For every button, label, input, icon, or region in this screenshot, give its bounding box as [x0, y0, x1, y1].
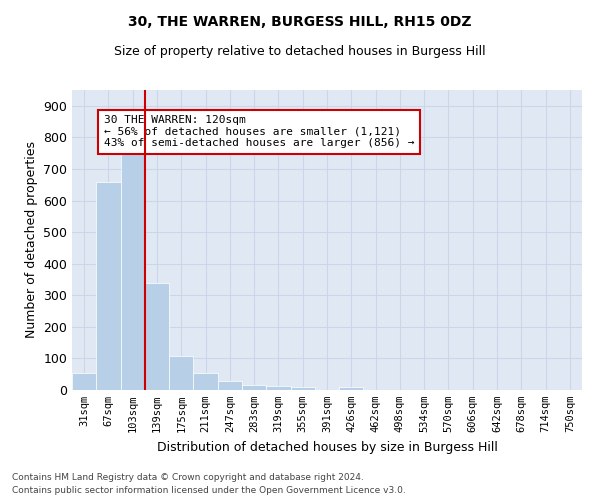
- Bar: [169, 356, 193, 390]
- Bar: [72, 372, 96, 390]
- Bar: [290, 388, 315, 390]
- Y-axis label: Number of detached properties: Number of detached properties: [25, 142, 38, 338]
- Text: 30 THE WARREN: 120sqm
← 56% of detached houses are smaller (1,121)
43% of semi-d: 30 THE WARREN: 120sqm ← 56% of detached …: [104, 116, 414, 148]
- Bar: [339, 387, 364, 390]
- Bar: [121, 153, 145, 390]
- Bar: [145, 282, 169, 390]
- X-axis label: Distribution of detached houses by size in Burgess Hill: Distribution of detached houses by size …: [157, 440, 497, 454]
- Text: Contains HM Land Registry data © Crown copyright and database right 2024.: Contains HM Land Registry data © Crown c…: [12, 474, 364, 482]
- Text: Contains public sector information licensed under the Open Government Licence v3: Contains public sector information licen…: [12, 486, 406, 495]
- Bar: [193, 372, 218, 390]
- Text: Size of property relative to detached houses in Burgess Hill: Size of property relative to detached ho…: [114, 45, 486, 58]
- Bar: [96, 182, 121, 390]
- Text: 30, THE WARREN, BURGESS HILL, RH15 0DZ: 30, THE WARREN, BURGESS HILL, RH15 0DZ: [128, 15, 472, 29]
- Bar: [242, 386, 266, 390]
- Bar: [218, 382, 242, 390]
- Bar: [266, 386, 290, 390]
